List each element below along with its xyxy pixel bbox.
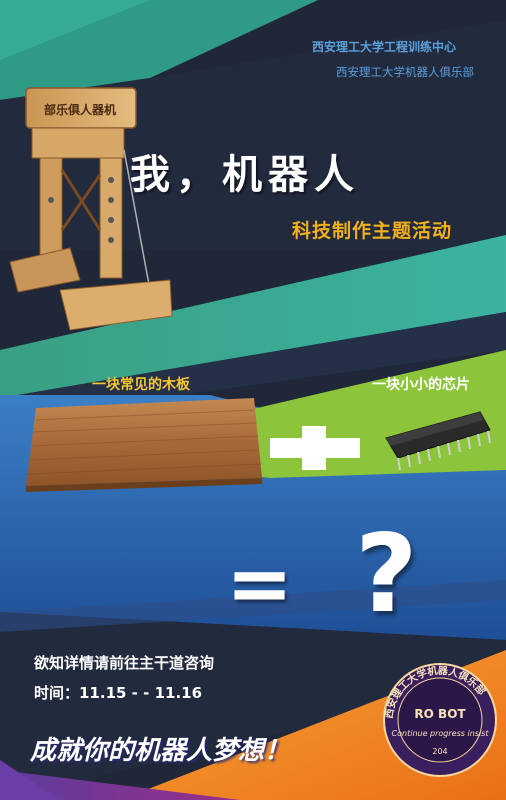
- chip-label: 一块小小的芯片: [372, 377, 470, 393]
- purple-strip: [0, 770, 240, 800]
- wooden-robot-image: 部乐俱人器机: [9, 87, 173, 331]
- mid-dark-band: [0, 20, 506, 250]
- info-line: 欲知详情请前往主干道咨询: [34, 654, 215, 672]
- chip-top-face: [386, 412, 484, 446]
- poster-title: 我，机器人: [130, 152, 360, 198]
- robot-left-foot: [9, 247, 81, 293]
- plus-vertical-bar: [302, 426, 326, 470]
- wood-board-image: [26, 398, 262, 492]
- robot-right-foot: [59, 279, 173, 331]
- org-name-training-center: 西安理工大学工程训练中心: [312, 40, 457, 54]
- question-mark: ?: [355, 512, 418, 637]
- purple-corner: [0, 760, 60, 800]
- plus-sign: [270, 426, 360, 470]
- robot-wire: [123, 149, 151, 291]
- robot-bolt-1: [108, 177, 114, 183]
- club-seal: 西安理工大学机器人俱乐部 RO BOT Continue progress in…: [383, 663, 497, 777]
- seal-number-text: 204: [432, 747, 447, 756]
- teal-band: [0, 235, 506, 398]
- robot-bolt-2: [108, 197, 114, 203]
- wood-board-label: 一块常见的木板: [92, 377, 190, 393]
- wood-board-edge: [26, 478, 262, 492]
- equals-sign: =: [226, 537, 294, 630]
- slogan: 成就你的机器人梦想！: [30, 736, 291, 766]
- wood-board-face: [26, 398, 262, 486]
- robot-bolt-3: [108, 217, 114, 223]
- chip-pins: [397, 430, 491, 471]
- robot-linkage-2: [60, 174, 102, 231]
- seal-robot-text: RO BOT: [414, 707, 466, 721]
- seal-inner-ring: [397, 677, 483, 763]
- top-teal-highlight: [0, 0, 150, 60]
- dark-strip: [0, 312, 506, 420]
- poster-subtitle: 科技制作主题活动: [292, 220, 453, 242]
- robot-sign-text: 部乐俱人器机: [44, 102, 116, 117]
- time-line: 时间：11.15 - - 11.16: [34, 684, 203, 702]
- blue-stripe: [0, 580, 506, 632]
- chip-image: [385, 411, 491, 471]
- lower-dark-band: [0, 612, 506, 800]
- robot-bolt-4: [108, 237, 114, 243]
- robot-bolt-5: [48, 197, 54, 203]
- robot-body: [31, 127, 125, 159]
- seal-motto-text: Continue progress insist: [392, 729, 490, 738]
- org-name-robot-club: 西安理工大学机器人俱乐部: [336, 65, 474, 79]
- wood-grain: [27, 409, 262, 475]
